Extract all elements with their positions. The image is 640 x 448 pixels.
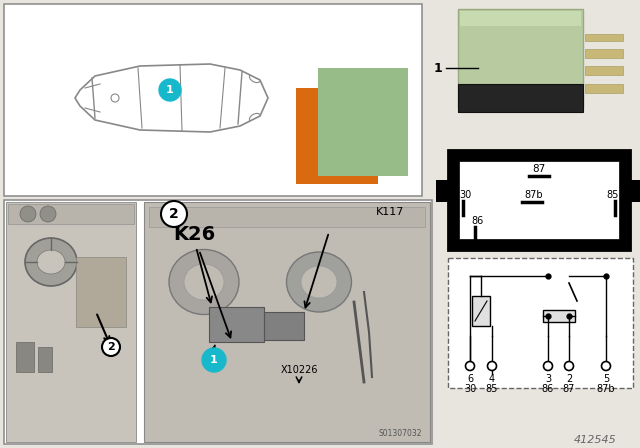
PathPatch shape: [75, 64, 268, 132]
Bar: [6, 202, 136, 442]
Text: 1: 1: [166, 85, 174, 95]
Bar: [436, 180, 450, 202]
Bar: [209, 307, 264, 342]
Text: 2: 2: [169, 207, 179, 221]
Bar: [585, 34, 623, 41]
Text: 30: 30: [459, 190, 471, 200]
Text: K117: K117: [376, 207, 404, 217]
Ellipse shape: [169, 250, 239, 314]
Bar: [458, 84, 583, 112]
Circle shape: [102, 338, 120, 356]
Circle shape: [465, 362, 474, 370]
Bar: [543, 310, 575, 322]
Circle shape: [488, 362, 497, 370]
Text: K26: K26: [173, 224, 215, 244]
Circle shape: [602, 362, 611, 370]
Text: 1: 1: [210, 355, 218, 365]
Bar: [16, 342, 34, 372]
Bar: [4, 4, 422, 196]
Bar: [76, 257, 126, 327]
Ellipse shape: [301, 266, 337, 298]
Text: 5: 5: [603, 374, 609, 384]
Bar: [38, 347, 52, 372]
Text: 2: 2: [566, 374, 572, 384]
Bar: [296, 88, 378, 184]
Text: 6: 6: [467, 374, 473, 384]
Text: 4: 4: [489, 374, 495, 384]
Bar: [144, 202, 430, 442]
Bar: [149, 207, 425, 227]
Text: 87b: 87b: [596, 384, 615, 394]
Bar: [458, 9, 583, 107]
Bar: [459, 161, 619, 239]
Bar: [585, 49, 623, 58]
Circle shape: [20, 206, 36, 222]
Bar: [4, 200, 432, 444]
Circle shape: [202, 348, 226, 372]
Text: S01307032: S01307032: [378, 430, 422, 439]
Bar: [448, 150, 630, 250]
Text: 30: 30: [464, 384, 476, 394]
Text: 87: 87: [532, 164, 546, 174]
Circle shape: [543, 362, 552, 370]
Ellipse shape: [184, 264, 224, 300]
Bar: [264, 312, 304, 340]
Circle shape: [159, 79, 181, 101]
Bar: [318, 68, 408, 176]
Bar: [585, 84, 623, 93]
Text: 1: 1: [433, 61, 442, 74]
Text: 2: 2: [107, 342, 115, 352]
Circle shape: [40, 206, 56, 222]
Circle shape: [564, 362, 573, 370]
Text: 3: 3: [545, 374, 551, 384]
Circle shape: [161, 201, 187, 227]
Ellipse shape: [37, 250, 65, 274]
Text: 87: 87: [563, 384, 575, 394]
Text: 86: 86: [471, 216, 483, 226]
Text: 87b: 87b: [525, 190, 543, 200]
Bar: [628, 180, 640, 202]
Text: 85: 85: [607, 190, 619, 200]
Bar: [460, 11, 581, 26]
Bar: [472, 296, 490, 326]
Text: 86: 86: [542, 384, 554, 394]
Bar: [448, 258, 633, 388]
Ellipse shape: [25, 238, 77, 286]
Text: X10226: X10226: [280, 365, 317, 375]
Bar: [8, 204, 134, 224]
Text: 412545: 412545: [573, 435, 616, 445]
Ellipse shape: [287, 252, 351, 312]
Text: 85: 85: [486, 384, 498, 394]
Bar: [585, 66, 623, 75]
